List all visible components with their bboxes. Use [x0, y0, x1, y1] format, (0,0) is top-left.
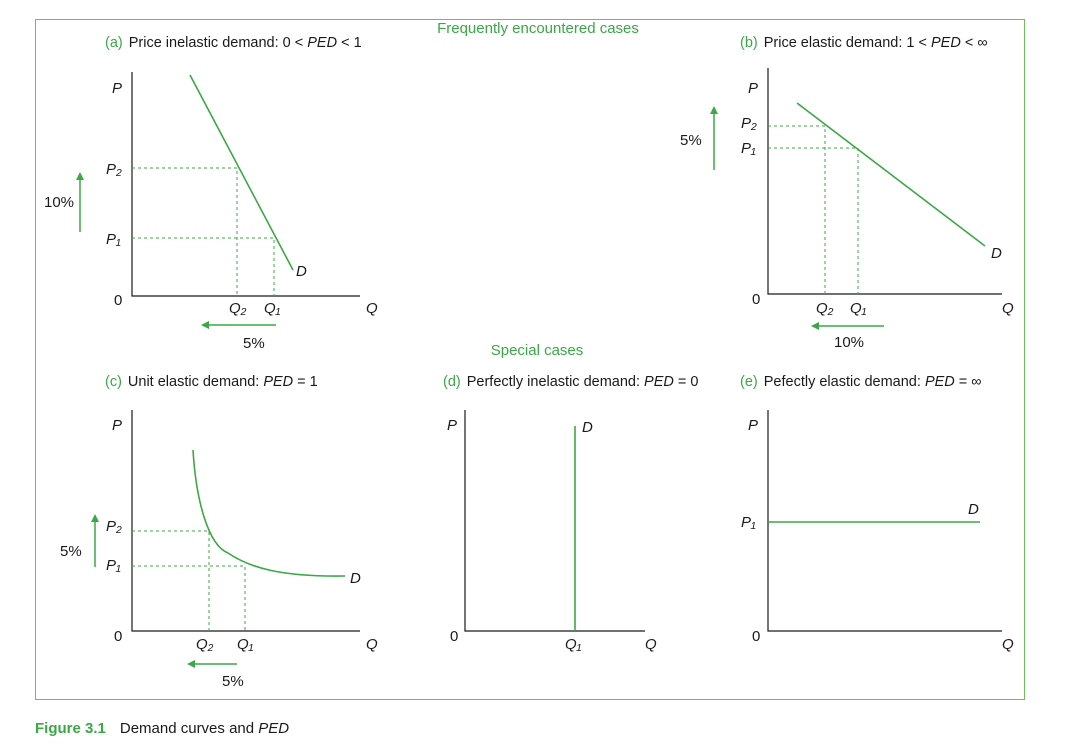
panel-b-curve-label: D: [991, 245, 1002, 262]
panel-a-quantity-pct-label: 5%: [243, 335, 265, 352]
panel-a-p1-label: P₁: [106, 231, 121, 248]
panel-c-title-text: Unit elastic demand:: [127, 374, 264, 390]
panel-c-p-axis-label: P: [112, 417, 122, 434]
panel-a-curve-label: D: [296, 263, 307, 280]
panel-d-title: (d) Perfectly inelastic demand: PED = 0: [443, 374, 698, 390]
panel-a-p-axis-label: P: [112, 80, 122, 97]
panel-b-title: (b) Price elastic demand: 1 < PED < ∞: [740, 35, 988, 51]
caption-text: Demand curves and: [119, 720, 259, 737]
panel-a-diagram: P Q 0 D P₂ P₁ Q₂ Q₁ 10% 5%: [44, 72, 378, 352]
panel-e-axes: [767, 410, 1002, 632]
panel-c-demand-curve: [192, 449, 346, 577]
heading-special-cases: Special cases: [490, 342, 584, 359]
panel-b-p-axis-label: P: [748, 80, 758, 97]
caption-ped: PED: [258, 720, 290, 737]
panel-a-p2-guide: [132, 167, 238, 296]
panel-b-demand-curve: [796, 102, 986, 247]
panel-c-p1-guide: [132, 565, 246, 631]
panel-b-axes: [767, 68, 1002, 295]
panel-e-title-end: = ∞: [954, 374, 982, 390]
panel-b-p1-label: P₁: [741, 140, 756, 157]
panel-e-p-axis-label: P: [748, 417, 758, 434]
panel-d-curve-label: D: [582, 419, 593, 436]
panel-e-tag: (e): [740, 374, 758, 390]
panel-a-q2-label: Q₂: [229, 300, 247, 317]
figure-caption: Figure 3.1 Demand curves and PED: [35, 720, 289, 737]
panel-c-tag: (c): [105, 374, 122, 390]
panel-a-q1-label: Q₁: [264, 300, 281, 317]
panel-e-origin-label: 0: [752, 628, 760, 645]
panel-d-axes: [464, 410, 645, 632]
panel-d-tag: (d): [443, 374, 461, 390]
panel-b-p2-guide: [768, 125, 826, 294]
panel-a-origin-label: 0: [114, 292, 122, 309]
panel-e-title-text: Pefectly elastic demand:: [763, 374, 925, 390]
panel-b-origin-label: 0: [752, 291, 760, 308]
panel-c-q2-label: Q₂: [196, 636, 214, 653]
panel-c-p2-label: P₂: [106, 518, 122, 535]
panel-d-title-ped: PED: [644, 374, 674, 390]
panel-b-title-text: Price elastic demand: 1 <: [763, 35, 931, 51]
panel-d-q-axis-label: Q: [645, 636, 657, 653]
figure-number: Figure 3.1: [35, 720, 106, 737]
panel-c-q-axis-label: Q: [366, 636, 378, 653]
panel-b-q1-label: Q₁: [850, 300, 867, 317]
panel-c-title-end: = 1: [293, 374, 318, 390]
panel-c-title-ped: PED: [263, 374, 294, 390]
panel-c-quantity-pct-label: 5%: [222, 673, 244, 690]
panel-c-axes: [131, 410, 360, 632]
panel-a-title-end: < 1: [337, 35, 362, 51]
panel-e-p1-label: P₁: [741, 514, 756, 531]
panel-a-demand-curve: [189, 74, 294, 271]
panel-b-title-end: < ∞: [960, 35, 988, 51]
panel-e-diagram: P Q 0 D P₁: [741, 410, 1014, 653]
panel-c-q1-label: Q₁: [237, 636, 254, 653]
panel-c-diagram: P Q 0 D P₂ P₁ Q₂ Q₁ 5% 5%: [60, 410, 378, 690]
panel-c-origin-label: 0: [114, 628, 122, 645]
panel-e-title: (e) Pefectly elastic demand: PED = ∞: [740, 374, 982, 390]
panel-b-tag: (b): [740, 35, 758, 51]
panel-e-q-axis-label: Q: [1002, 636, 1014, 653]
figure-frame: [35, 19, 1025, 700]
panel-a-p1-guide: [132, 237, 275, 296]
panel-a-title-ped: PED: [307, 35, 338, 51]
panel-c-price-pct-label: 5%: [60, 543, 82, 560]
panel-c-p1-label: P₁: [106, 557, 121, 574]
panel-d-diagram: P Q 0 D Q₁: [447, 410, 657, 653]
panel-d-title-end: = 0: [673, 374, 699, 390]
panel-a-title: (a) Price inelastic demand: 0 < PED < 1: [105, 35, 362, 51]
panel-b-q2-label: Q₂: [816, 300, 834, 317]
panel-a-q-axis-label: Q: [366, 300, 378, 317]
panel-d-origin-label: 0: [450, 628, 458, 645]
panel-a-axes: [131, 72, 360, 297]
panel-e-title-ped: PED: [924, 374, 955, 390]
panel-a-title-text: Price inelastic demand: 0 <: [128, 35, 308, 51]
panel-b-quantity-pct-label: 10%: [834, 334, 864, 351]
panel-d-q1-label: Q₁: [565, 636, 582, 653]
panel-e-curve-label: D: [968, 501, 979, 518]
panel-d-title-text: Perfectly inelastic demand:: [466, 374, 645, 390]
panel-b-p2-label: P₂: [741, 115, 757, 132]
panel-a-p2-label: P₂: [106, 161, 122, 178]
panel-b-p1-guide: [768, 147, 859, 294]
panel-c-curve-label: D: [350, 570, 361, 587]
panel-c-p2-guide: [132, 530, 210, 631]
panel-c-title: (c) Unit elastic demand: PED = 1: [105, 374, 318, 390]
panel-b-q-axis-label: Q: [1002, 300, 1014, 317]
panel-d-p-axis-label: P: [447, 417, 457, 434]
panel-a-tag: (a): [105, 35, 123, 51]
panel-b-diagram: P Q 0 D P₂ P₁ Q₂ Q₁ 5% 10%: [680, 68, 1014, 351]
panel-b-title-ped: PED: [930, 35, 961, 51]
panel-b-price-pct-label: 5%: [680, 132, 702, 149]
heading-frequent-cases: Frequently encountered cases: [437, 20, 639, 37]
panel-a-price-pct-label: 10%: [44, 194, 74, 211]
